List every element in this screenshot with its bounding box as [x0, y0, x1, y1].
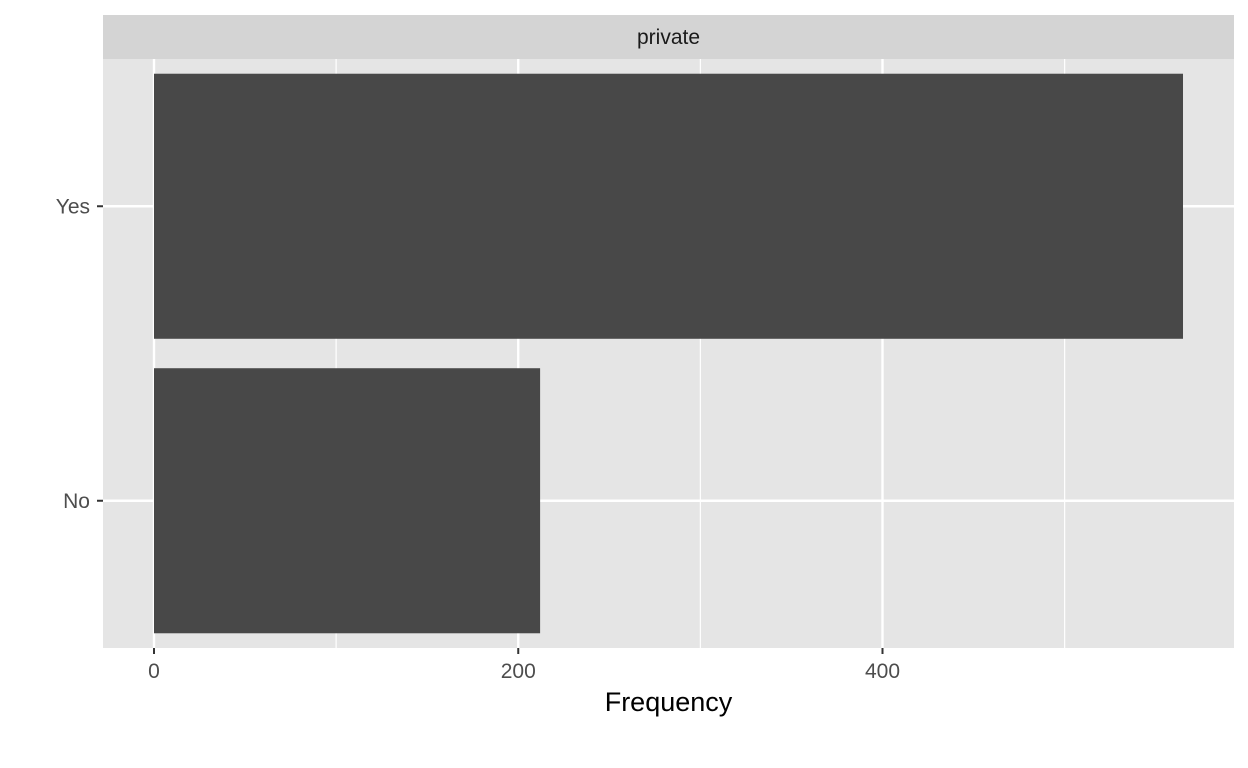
x-tick-label: 400 — [865, 660, 900, 683]
x-tick-label: 200 — [501, 660, 536, 683]
bars — [153, 73, 1184, 634]
y-tick-label-yes: Yes — [56, 195, 90, 218]
y-tick-label-no: No — [63, 490, 90, 513]
axes: 0 200 400 Yes No — [56, 195, 900, 683]
facet-strip — [103, 15, 1234, 59]
x-axis-title: Frequency — [605, 687, 733, 717]
facet-strip-label: private — [637, 26, 700, 49]
x-tick-label: 0 — [148, 660, 160, 683]
bar-no — [153, 368, 541, 634]
bar-yes — [153, 73, 1184, 339]
